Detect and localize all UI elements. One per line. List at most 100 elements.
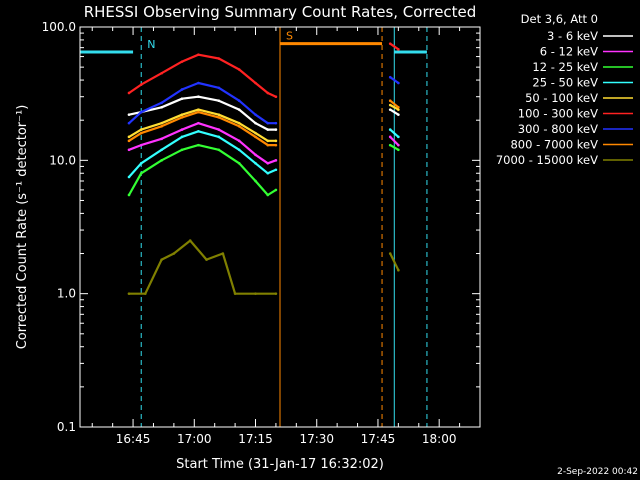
series-point-6 [388,75,392,79]
series-point-8 [160,258,163,261]
series-point-0 [197,95,200,99]
series-point-4 [139,128,143,131]
series-point-6 [160,101,163,105]
chart-title: RHESSI Observing Summary Count Rates, Co… [84,3,477,21]
footer-date: 2-Sep-2022 00:42 [557,467,638,477]
legend-label: 3 - 6 keV [547,29,598,43]
legend-label: 300 - 800 keV [518,122,598,136]
series-point-6 [217,86,221,90]
series-point-0 [180,97,184,100]
series-point-2 [139,171,143,175]
series-line-6 [389,76,400,84]
series-point-2 [160,159,163,162]
x-tick-label: 16:45 [116,432,151,446]
series-point-7 [197,110,200,114]
series-line-1 [389,136,400,146]
series-point-0 [397,113,400,116]
y-tick-label: 10.0 [49,153,76,167]
series-point-7 [127,139,131,143]
series-point-1 [237,139,241,143]
series-point-4 [217,113,221,116]
series-point-2 [397,148,400,152]
legend-label: 100 - 300 keV [518,107,598,121]
series-point-2 [254,179,257,183]
series-point-6 [397,81,400,85]
series-point-4 [388,103,392,107]
series-point-8 [144,292,147,295]
x-tick-label: 17:30 [299,432,334,446]
series-point-8 [172,252,176,255]
series-point-0 [160,105,163,109]
series-point-4 [397,108,400,111]
series-point-3 [160,148,163,152]
series-point-8 [221,252,225,255]
series-point-5 [397,48,400,51]
series-point-0 [217,99,221,103]
series-point-3 [127,175,131,179]
series-point-6 [274,121,278,125]
series-line-7 [389,99,400,109]
series-point-0 [254,121,257,125]
series-point-2 [217,148,221,152]
series-line-2 [128,144,277,197]
series-point-0 [388,108,392,111]
series-point-3 [139,162,143,165]
legend-label: 25 - 50 keV [532,76,598,90]
series-point-6 [197,81,200,85]
series-point-2 [127,193,131,197]
series-point-1 [274,159,278,162]
series-point-7 [160,124,163,128]
series-point-3 [180,135,184,139]
y-axis-label: Corrected Count Rate (s⁻¹ detector⁻¹) [15,105,30,350]
series-point-7 [388,99,392,103]
series-point-4 [266,139,270,143]
series-point-7 [139,131,143,135]
series-line-4 [128,108,276,142]
series-point-3 [197,130,200,133]
series-point-1 [388,135,392,139]
series-point-7 [217,116,221,119]
x-tick-label: 17:00 [177,432,212,446]
series-point-2 [237,162,241,165]
series-point-8 [205,258,208,261]
legend-label: 50 - 100 keV [525,91,598,105]
series-point-4 [237,121,241,125]
series-point-5 [388,42,392,45]
x-tick-label: 17:45 [361,432,396,446]
legend-label: 6 - 12 keV [540,45,598,59]
series-line-0 [389,108,399,116]
series-line-3 [128,130,277,178]
series-point-2 [180,148,184,152]
series-line-8 [389,253,400,271]
series-line-8 [129,239,276,295]
series-point-8 [233,292,237,295]
series-point-5 [180,60,184,63]
series-point-0 [127,113,131,116]
series-point-0 [237,108,241,111]
series-point-7 [237,124,241,128]
series-point-2 [266,193,270,197]
series-point-8 [397,268,400,272]
series-point-8 [188,239,192,242]
series-point-1 [197,121,200,125]
series-point-5 [266,91,270,95]
y-tick-label: 100.0 [42,20,76,34]
x-axis-label: Start Time (31-Jan-17 16:32:02) [176,457,384,472]
flag-label-n: N [147,38,155,51]
series-point-2 [388,143,392,147]
series-line-1 [128,122,277,165]
plot-frame [79,26,481,428]
x-tick-label: 17:15 [238,432,273,446]
series-point-4 [127,135,131,139]
series-point-4 [274,139,278,143]
series-point-1 [160,137,163,141]
series-line-3 [389,128,400,138]
series-point-1 [254,153,257,157]
legend-label: 7000 - 15000 keV [496,153,598,167]
series-line-2 [389,144,399,151]
series-point-3 [274,168,278,172]
series-point-2 [197,143,200,147]
y-tick-label: 1.0 [57,287,76,301]
series-line-5 [128,53,277,98]
